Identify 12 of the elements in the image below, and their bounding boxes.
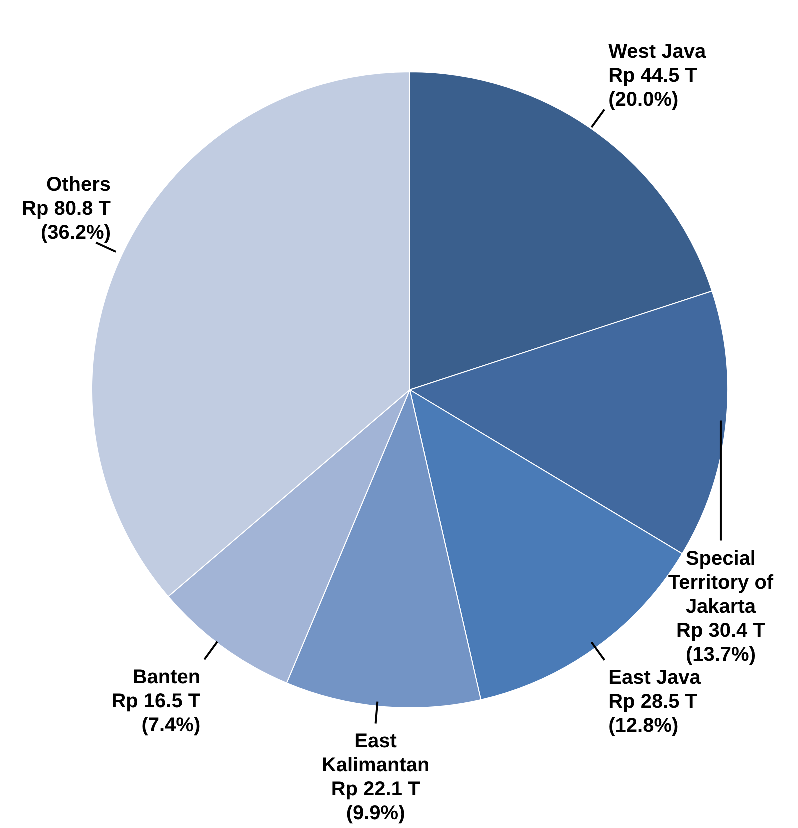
slice-label: East Kalimantan: [322, 730, 430, 777]
slice-label: West Java: [608, 40, 707, 63]
data-label: Rp 22.1 T (9.9%): [331, 778, 420, 825]
slice-label: East Java: [608, 667, 702, 690]
slice-label: Special Territory of Jakarta: [668, 548, 774, 618]
slice-label: Banten: [132, 666, 201, 689]
slice-label: Others: [46, 174, 111, 196]
data-label: Rp 30.4 T (13.7%): [676, 620, 766, 666]
data-label: Rp 44.5 T (20.0%): [608, 64, 698, 111]
data-label: Rp 28.5 T (12.8%): [608, 691, 698, 738]
data-label: Rp 80.8 T (36.2%): [22, 198, 111, 244]
data-label: Rp 16.5 T (7.4%): [112, 690, 201, 737]
